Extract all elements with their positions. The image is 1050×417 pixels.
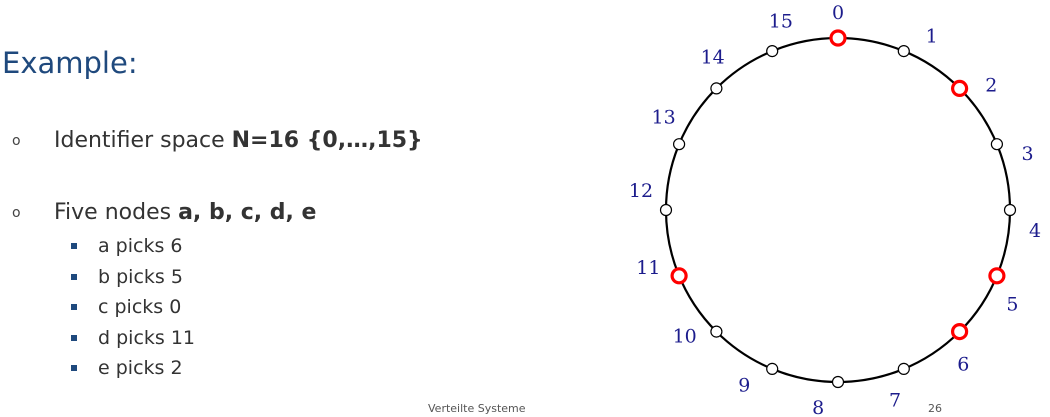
square-bullet-icon — [71, 334, 77, 341]
bullet-text: Identifier space — [54, 128, 232, 153]
ring-label-5: 5 — [1006, 294, 1018, 316]
square-bullet-icon — [71, 273, 77, 280]
ring-node-3 — [990, 138, 1004, 151]
ring-label-3: 3 — [1022, 143, 1034, 165]
ring-node-selected-0 — [829, 29, 847, 47]
ring-node-selected-5 — [988, 267, 1006, 285]
ring-label-13: 13 — [652, 106, 676, 128]
bullet-marker: o — [12, 132, 21, 149]
ring-node-15 — [766, 44, 779, 58]
list-item: c picks 0 — [71, 292, 195, 323]
ring-node-selected-11 — [670, 267, 688, 285]
ring-label-7: 7 — [889, 390, 901, 412]
ring-label-4: 4 — [1029, 220, 1041, 242]
ring-label-6: 6 — [957, 353, 969, 375]
bullet-bold-text: a, b, c, d, e — [178, 200, 317, 225]
ring-label-8: 8 — [812, 397, 824, 417]
ring-label-10: 10 — [673, 325, 697, 347]
footer-course-name: Verteilte Systeme — [428, 402, 526, 415]
ring-label-12: 12 — [629, 180, 653, 202]
ring-label-1: 1 — [926, 26, 938, 48]
node-picks-list: a picks 6 b picks 5 c picks 0 d picks 11… — [71, 231, 195, 384]
ring-node-13 — [672, 138, 686, 151]
ring-label-0: 0 — [832, 2, 844, 24]
ring-node-selected-2 — [950, 79, 969, 98]
ring-node-4 — [1003, 203, 1017, 217]
ring-label-2: 2 — [985, 75, 997, 97]
ring-node-7 — [897, 362, 910, 375]
ring-node-selected-6 — [950, 323, 969, 341]
ring-node-8 — [831, 375, 845, 389]
bullet-identifier-space: o Identifier space N=16 {0,…,15} — [12, 128, 423, 153]
ring-node-12 — [659, 203, 673, 217]
square-bullet-icon — [71, 365, 77, 372]
ring-label-14: 14 — [701, 47, 725, 69]
square-bullet-icon — [71, 304, 77, 311]
bullet-marker: o — [12, 204, 21, 221]
list-item: a picks 6 — [71, 231, 195, 262]
list-item: e picks 2 — [71, 353, 195, 384]
bullet-five-nodes: o Five nodes a, b, c, d, e — [12, 200, 316, 225]
bullet-text: Five nodes — [54, 200, 179, 225]
ring-node-14 — [710, 82, 723, 95]
list-item: d picks 11 — [71, 323, 195, 354]
square-bullet-icon — [71, 243, 77, 250]
bullet-bold-text: N=16 {0,…,15} — [231, 128, 423, 153]
ring-label-11: 11 — [636, 257, 660, 279]
ring-label-15: 15 — [769, 10, 793, 32]
list-item: b picks 5 — [71, 262, 195, 293]
ring-label-9: 9 — [738, 374, 750, 396]
slide-title: Example: — [2, 46, 138, 80]
ring-node-10 — [710, 325, 723, 338]
page-number: 26 — [928, 402, 942, 415]
ring-node-9 — [766, 362, 779, 375]
ring-node-1 — [897, 44, 910, 58]
